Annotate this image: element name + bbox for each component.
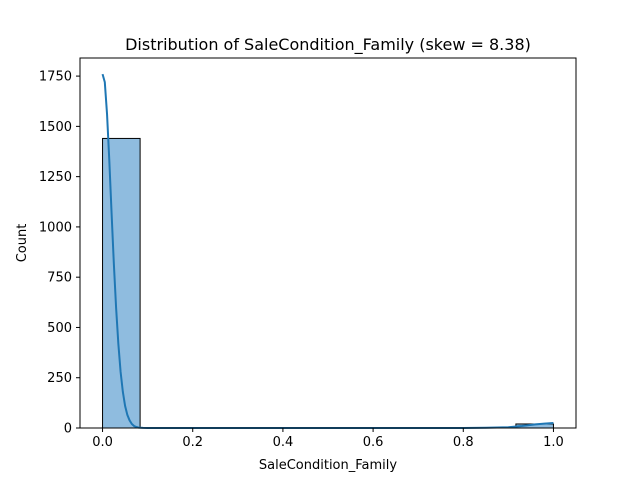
plot-frame xyxy=(79,57,577,429)
x-tick-label-0: 0.0 xyxy=(92,435,113,450)
kde-line xyxy=(101,73,554,429)
y-axis: 0 250 500 750 1000 1250 1500 1750 xyxy=(39,70,80,437)
x-axis: 0.0 0.2 0.4 0.6 0.8 1.0 xyxy=(92,428,564,450)
chart-title: Distribution of SaleCondition_Family (sk… xyxy=(125,35,531,55)
x-axis-label: SaleCondition_Family xyxy=(259,458,398,473)
y-tick-label-4: 1000 xyxy=(39,220,72,235)
y-tick-label-2: 500 xyxy=(47,321,72,336)
y-tick-label-5: 1250 xyxy=(39,170,72,185)
plot-area xyxy=(101,73,554,429)
x-tick-label-5: 1.0 xyxy=(543,435,564,450)
y-tick-label-3: 750 xyxy=(47,271,72,286)
y-tick-label-7: 1750 xyxy=(39,70,72,85)
y-tick-label-0: 0 xyxy=(64,422,72,437)
x-tick-label-3: 0.6 xyxy=(363,435,384,450)
y-axis-label: Count xyxy=(15,224,30,263)
y-tick-label-6: 1500 xyxy=(39,120,72,135)
y-tick-label-1: 250 xyxy=(47,371,72,386)
x-tick-label-4: 0.8 xyxy=(453,435,474,450)
x-tick-label-2: 0.4 xyxy=(273,435,294,450)
x-tick-label-1: 0.2 xyxy=(182,435,203,450)
